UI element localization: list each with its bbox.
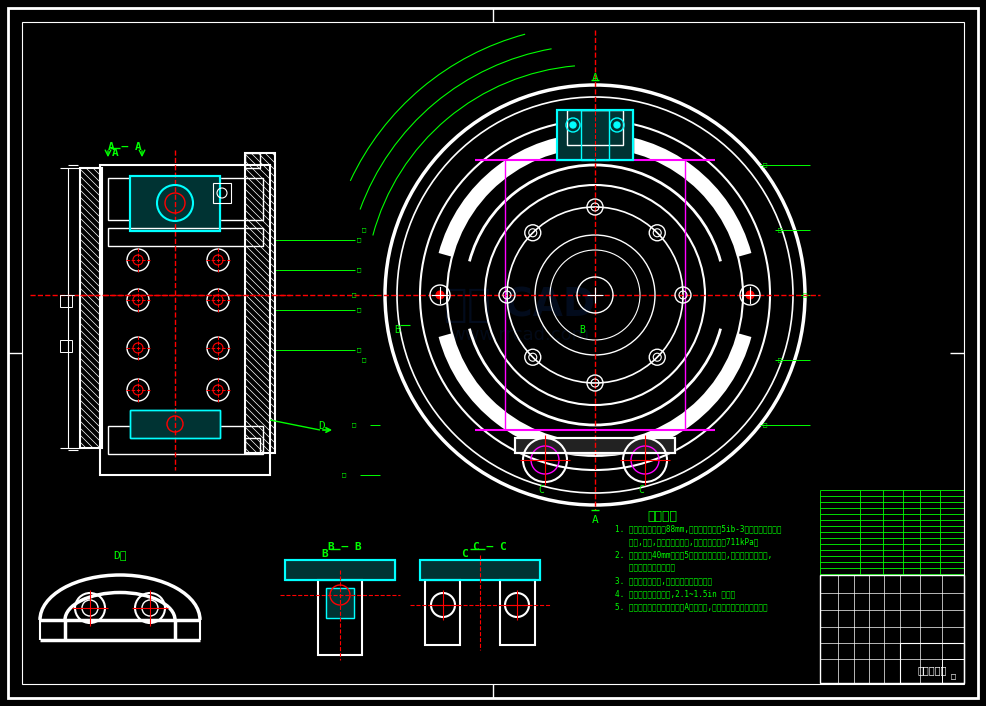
Bar bbox=[213, 183, 231, 203]
Text: D向: D向 bbox=[113, 550, 127, 560]
Bar bbox=[108, 426, 263, 454]
Bar bbox=[557, 110, 633, 160]
Text: A: A bbox=[592, 73, 599, 83]
Bar bbox=[285, 560, 395, 580]
Bar bbox=[245, 153, 260, 168]
Bar bbox=[326, 588, 354, 618]
Bar bbox=[942, 659, 964, 683]
Bar bbox=[318, 580, 362, 655]
Bar bbox=[60, 340, 72, 352]
Bar bbox=[900, 643, 964, 683]
Text: 技术要求: 技术要求 bbox=[647, 510, 677, 523]
Text: C — C: C — C bbox=[473, 542, 507, 552]
Text: □: □ bbox=[357, 306, 361, 312]
Text: 1. 按装后制动鼓内径88mm,制动蹄工作面与5ib-3润滑脂密封圈紧紧: 1. 按装后制动鼓内径88mm,制动蹄工作面与5ib-3润滑脂密封圈紧紧 bbox=[615, 524, 782, 533]
Text: B: B bbox=[321, 549, 328, 559]
Text: □: □ bbox=[357, 236, 361, 242]
Text: B: B bbox=[579, 325, 585, 335]
Text: □: □ bbox=[352, 421, 356, 427]
Bar bbox=[500, 580, 535, 645]
Text: □: □ bbox=[357, 346, 361, 352]
Bar bbox=[130, 176, 220, 231]
Circle shape bbox=[746, 291, 754, 299]
Text: 3. 制鼓密封面处光,不超发生锈液明显点。: 3. 制鼓密封面处光,不超发生锈液明显点。 bbox=[615, 576, 712, 585]
Bar bbox=[420, 560, 540, 580]
Text: A: A bbox=[592, 515, 599, 525]
Bar bbox=[820, 575, 964, 683]
Bar bbox=[285, 560, 395, 580]
Text: □: □ bbox=[362, 226, 366, 232]
Bar bbox=[80, 168, 102, 448]
Bar bbox=[567, 110, 623, 145]
Bar bbox=[515, 438, 675, 453]
Bar bbox=[245, 438, 260, 453]
Bar bbox=[420, 560, 540, 580]
Circle shape bbox=[570, 122, 576, 128]
Bar bbox=[326, 588, 354, 618]
Text: □: □ bbox=[951, 673, 955, 681]
Text: 贴紧,使缸,刮削有密度精度,压力应不超大于711kPa。: 贴紧,使缸,刮削有密度精度,压力应不超大于711kPa。 bbox=[615, 537, 758, 546]
Bar bbox=[130, 410, 220, 438]
Text: 5. 制动在系的密封型与使用多A不稳密封,光谱密度不超发生明明点。: 5. 制动在系的密封型与使用多A不稳密封,光谱密度不超发生明明点。 bbox=[615, 602, 768, 611]
Circle shape bbox=[614, 122, 620, 128]
Text: □: □ bbox=[763, 161, 767, 167]
Text: B: B bbox=[394, 325, 400, 335]
Text: 2. 检气缸内径40mm气压下5制动蹄基底磁密封,连接开排气阀排气,: 2. 检气缸内径40mm气压下5制动蹄基底磁密封,连接开排气阀排气, bbox=[615, 550, 772, 559]
Text: C: C bbox=[461, 549, 468, 559]
Bar bbox=[108, 228, 263, 246]
Bar bbox=[130, 176, 220, 231]
Text: □: □ bbox=[357, 266, 361, 272]
Bar bbox=[245, 153, 275, 453]
Text: 鼓式制动器: 鼓式制动器 bbox=[917, 665, 947, 675]
Bar bbox=[60, 295, 72, 307]
Text: C: C bbox=[538, 485, 544, 495]
Bar bbox=[130, 176, 220, 231]
Bar bbox=[425, 580, 460, 645]
Circle shape bbox=[436, 291, 444, 299]
Text: D: D bbox=[318, 421, 324, 431]
Text: 人人 CAD: 人人 CAD bbox=[445, 286, 596, 324]
Text: □: □ bbox=[778, 226, 782, 232]
Text: □: □ bbox=[342, 471, 346, 477]
Bar bbox=[285, 560, 395, 580]
Text: www.rrcad.com: www.rrcad.com bbox=[451, 326, 590, 344]
Bar bbox=[515, 438, 675, 453]
Bar bbox=[581, 110, 609, 160]
Text: A — A: A — A bbox=[108, 142, 142, 152]
Bar bbox=[130, 410, 220, 438]
Text: A: A bbox=[111, 148, 118, 158]
Text: □: □ bbox=[352, 291, 356, 297]
Text: □: □ bbox=[763, 421, 767, 427]
Text: C: C bbox=[638, 485, 644, 495]
Text: □: □ bbox=[803, 291, 808, 297]
Text: B — B: B — B bbox=[328, 542, 362, 552]
Bar bbox=[557, 110, 633, 160]
Bar bbox=[557, 110, 633, 160]
Bar bbox=[130, 410, 220, 438]
Text: 气缸气孔从气机冲洗。: 气缸气孔从气机冲洗。 bbox=[615, 563, 675, 572]
Text: □: □ bbox=[362, 356, 366, 362]
Bar bbox=[100, 165, 270, 475]
Text: □: □ bbox=[778, 356, 782, 362]
Text: 4. 制动蹄片厚度不超过,2.1~1.5in 磨损时: 4. 制动蹄片厚度不超过,2.1~1.5in 磨损时 bbox=[615, 589, 736, 598]
Bar bbox=[515, 438, 675, 453]
Bar bbox=[108, 178, 263, 220]
Bar bbox=[420, 560, 540, 580]
